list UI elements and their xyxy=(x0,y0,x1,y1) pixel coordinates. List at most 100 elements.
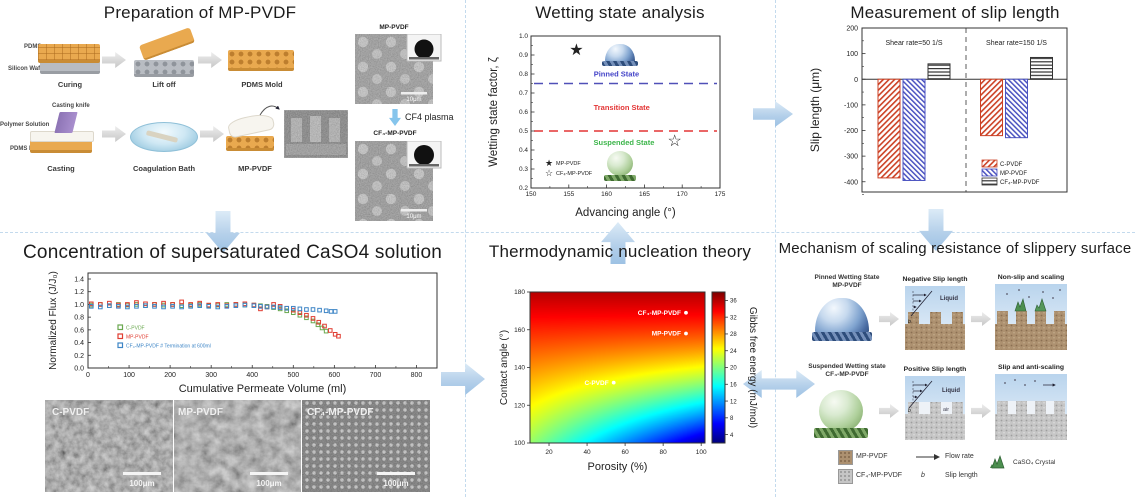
svg-text:Slip length (μm): Slip length (μm) xyxy=(808,68,822,152)
label-suspended-state: Suspended Wetting state CF₄-MP-PVDF xyxy=(805,363,889,379)
svg-text:80: 80 xyxy=(660,449,668,456)
svg-text:CF₄-MP-PVDF: CF₄-MP-PVDF xyxy=(638,310,681,317)
svg-text:0.9: 0.9 xyxy=(519,52,528,59)
svg-text:★: ★ xyxy=(569,42,583,59)
svg-text:140: 140 xyxy=(514,365,525,372)
svg-text:MP-PVDF: MP-PVDF xyxy=(1000,171,1027,177)
diagram-slip-antiscaling xyxy=(995,374,1067,440)
legend-label-flow-rate: Flow rate xyxy=(945,453,974,460)
slip-length-chart: 200 100 0 -100 -200 -300 -400 Shear rate=50 1/S… xyxy=(808,26,1068,195)
legend-label-caso4: CaSO₄ Crystal xyxy=(1013,459,1056,466)
sem-label-cf4-mp-pvdf: CF₄-MP-PVDF xyxy=(307,407,373,418)
svg-text:0.2: 0.2 xyxy=(519,185,528,192)
pinned-state-text: Pinned Wetting State xyxy=(814,274,880,281)
scene-liftoff xyxy=(132,27,196,78)
svg-text:Wetting state factor, ζ: Wetting state factor, ζ xyxy=(488,57,500,167)
caption-mp-pvdf: MP-PVDF xyxy=(238,164,272,173)
label-positive-slip: Positive Slip length xyxy=(903,366,967,373)
suspended-name-text: CF₄-MP-PVDF xyxy=(825,371,869,379)
label-slip-antiscaling: Slip and anti-scaling xyxy=(997,364,1065,371)
sem-strip-image: C-PVDF MP-PVDF CF₄-MP-PVDF 100μm 100μm 1… xyxy=(45,400,430,492)
svg-text:24: 24 xyxy=(730,349,737,355)
svg-text:4: 4 xyxy=(730,433,734,439)
svg-text:-300: -300 xyxy=(844,154,858,161)
svg-text:0: 0 xyxy=(86,372,90,379)
svg-text:100: 100 xyxy=(514,440,525,447)
svg-text:0.8: 0.8 xyxy=(519,71,528,78)
svg-text:40: 40 xyxy=(583,449,591,456)
svg-text:36: 36 xyxy=(730,299,737,305)
svg-text:0.8: 0.8 xyxy=(74,315,84,322)
legend-swatch-mp-pvdf xyxy=(838,450,853,465)
scene-casting xyxy=(30,112,94,154)
flux-chart: 0 100 200 300 400 500 600 700 800 0.0 0.2 0.4 0.6 0.8… xyxy=(48,271,438,395)
legend-label-mp-pvdf: MP-PVDF xyxy=(856,453,888,460)
svg-text:175: 175 xyxy=(715,191,726,198)
legend-label-slip-length: Slip length xyxy=(945,472,978,479)
svg-text:☆: ☆ xyxy=(545,168,553,178)
svg-text:16: 16 xyxy=(730,382,737,388)
panel-title-nucleation: Thermodynamic nucleation theory xyxy=(488,242,752,261)
svg-text:Normalized Flux (J/J₀): Normalized Flux (J/J₀) xyxy=(48,271,59,370)
svg-text:0.5: 0.5 xyxy=(519,128,528,135)
step-arrow-icon xyxy=(879,404,899,418)
svg-text:500: 500 xyxy=(287,372,299,379)
caption-liftoff: Lift off xyxy=(152,80,176,89)
svg-text:Gibbs free energy (mJ/mol): Gibbs free energy (mJ/mol) xyxy=(747,307,758,428)
panel-concentration: Concentration of supersaturated CaSO4 so… xyxy=(0,232,465,497)
panel-title-wetting: Wetting state analysis xyxy=(535,3,705,22)
gibbs-colorbar xyxy=(712,292,725,443)
gibbs-heatmap xyxy=(530,292,705,443)
label-pinned-state: Pinned Wetting State MP-PVDF xyxy=(805,274,889,290)
svg-text:C-PVDF: C-PVDF xyxy=(584,380,608,387)
label-casting-knife: Casting knife xyxy=(52,103,90,109)
step-arrow-icon xyxy=(971,404,991,418)
curved-arrow-icon xyxy=(259,105,280,116)
sem-label-c-pvdf: C-PVDF xyxy=(52,407,89,418)
svg-text:CF₄-MP-PVDF # Termination at 6: CF₄-MP-PVDF # Termination at 600ml xyxy=(126,344,211,350)
panel-title-concentration: Concentration of supersaturated CaSO4 so… xyxy=(23,242,442,263)
svg-text:★: ★ xyxy=(545,158,553,168)
step-arrow-icon xyxy=(879,312,899,326)
svg-text:C-PVDF: C-PVDF xyxy=(1000,162,1023,168)
label-silicon-wafer: Silicon Wafer xyxy=(8,66,46,72)
scalebar-label: 100μm xyxy=(129,479,154,488)
sem-cross-section-image xyxy=(284,110,348,158)
svg-text:0.3: 0.3 xyxy=(519,166,528,173)
svg-text:Shear rate=50 1/S: Shear rate=50 1/S xyxy=(885,40,942,47)
label-nonslip-scaling: Non-slip and scaling xyxy=(997,274,1065,281)
divider-vertical-right xyxy=(775,0,776,497)
panel-mechanism: Mechanism of scaling resistance of slipp… xyxy=(775,232,1135,497)
svg-text:12: 12 xyxy=(730,399,737,405)
svg-text:MP-PVDF: MP-PVDF xyxy=(652,331,681,338)
svg-text:0.0: 0.0 xyxy=(74,366,84,373)
svg-text:CF₄-MP-PVDF: CF₄-MP-PVDF xyxy=(1000,180,1040,186)
step-arrow-icon xyxy=(102,52,126,68)
svg-text:0.4: 0.4 xyxy=(519,147,528,154)
label-sem-mp-pvdf: MP-PVDF xyxy=(379,24,409,31)
step-arrow-icon xyxy=(198,52,222,68)
sem-image-mp-pvdf: 10μm xyxy=(355,34,442,104)
slip-b-label: b xyxy=(908,319,911,325)
svg-text:400: 400 xyxy=(246,372,258,379)
svg-text:1.4: 1.4 xyxy=(74,277,84,284)
plasma-arrow-icon xyxy=(389,109,401,126)
label-polymer-solution: Polymer Solution xyxy=(0,122,50,128)
svg-text:160: 160 xyxy=(601,191,612,198)
svg-text:Contact angle (°): Contact angle (°) xyxy=(499,330,510,405)
svg-text:165: 165 xyxy=(639,191,650,198)
step-arrow-icon xyxy=(200,126,224,142)
svg-text:600: 600 xyxy=(329,372,341,379)
diagram-negative-slip: b Liquid xyxy=(905,286,965,350)
svg-text:1.0: 1.0 xyxy=(74,302,84,309)
svg-text:0.7: 0.7 xyxy=(519,90,528,97)
step-arrow-icon xyxy=(102,126,126,142)
svg-text:0: 0 xyxy=(854,77,858,84)
slip-b-label: b xyxy=(908,408,911,414)
svg-text:20: 20 xyxy=(545,449,553,456)
svg-text:100: 100 xyxy=(123,372,135,379)
svg-text:200: 200 xyxy=(164,372,176,379)
diagram-positive-slip: b Liquid air xyxy=(905,376,965,440)
svg-text:800: 800 xyxy=(411,372,423,379)
